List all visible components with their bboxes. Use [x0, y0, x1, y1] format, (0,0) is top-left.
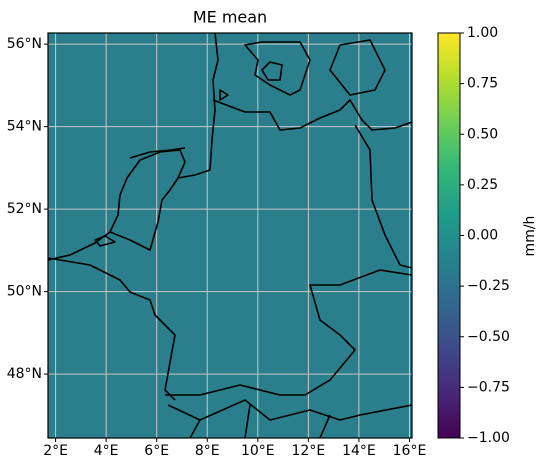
x-tick-label: 6°E: [144, 443, 169, 459]
map-frame: [47, 32, 413, 439]
colorbar-tick-label: 1.00: [467, 25, 498, 41]
colorbar-tick-label: −0.50: [467, 329, 510, 345]
colorbar-tick-label: −0.25: [467, 278, 510, 294]
colorbar-tick-label: 0.25: [467, 177, 498, 193]
x-tick-label: 14°E: [342, 443, 376, 459]
colorbar-tick-label: 0.75: [467, 76, 498, 92]
colorbar-label: mm/h: [522, 216, 538, 257]
colorbar-tick-label: 0.50: [467, 126, 498, 142]
y-tick-label: 56°N: [7, 36, 42, 52]
colorbar: [437, 32, 461, 439]
x-tick-label: 2°E: [43, 443, 68, 459]
coastlines: [48, 33, 412, 438]
y-tick-label: 48°N: [7, 366, 42, 382]
x-tick-label: 4°E: [94, 443, 119, 459]
x-tick-label: 12°E: [292, 443, 326, 459]
colorbar-tick-label: 0.00: [467, 228, 498, 244]
x-tick-label: 8°E: [195, 443, 220, 459]
colorbar-tick-label: −1.00: [467, 430, 510, 446]
chart-title: ME mean: [193, 8, 267, 27]
map-field: [48, 33, 412, 438]
x-tick-label: 10°E: [241, 443, 275, 459]
y-tick-label: 50°N: [7, 284, 42, 300]
y-tick-label: 54°N: [7, 119, 42, 135]
colorbar-tick-label: −0.75: [467, 379, 510, 395]
y-tick-label: 52°N: [7, 201, 42, 217]
x-tick-label: 16°E: [393, 443, 427, 459]
